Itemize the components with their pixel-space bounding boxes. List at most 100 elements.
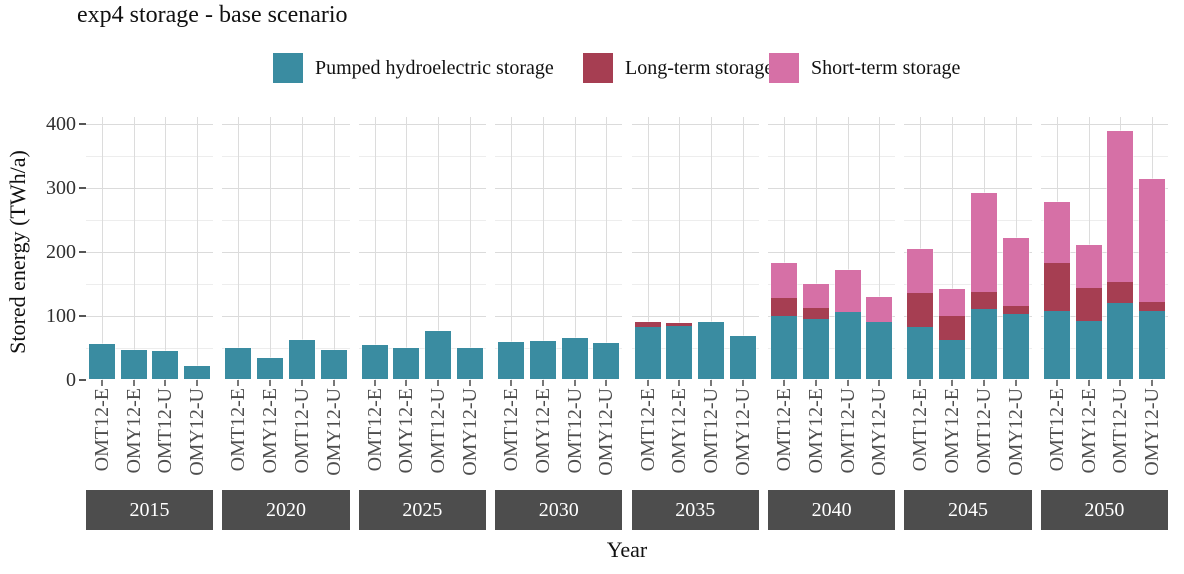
- bar-segment-pumped: [666, 325, 693, 379]
- x-tick-label: OMT12-U: [563, 388, 586, 474]
- gridline-h-major: [86, 124, 214, 125]
- facet-strip: 2040: [768, 490, 896, 530]
- gridline-h-minor: [768, 348, 896, 349]
- x-tick-mark: [919, 380, 922, 386]
- y-tick-label: 100: [46, 305, 76, 327]
- x-tick-label: OMY12-E: [259, 388, 282, 474]
- bar-segment-long-term: [802, 307, 829, 319]
- gridline-h-minor: [1040, 156, 1168, 157]
- bar-segment-pumped: [1107, 302, 1134, 379]
- x-tick-mark: [510, 380, 513, 386]
- gridline-v: [438, 117, 440, 380]
- gridline-h-minor: [904, 156, 1032, 157]
- bar-segment-pumped: [834, 311, 861, 379]
- facet-strip: 2020: [222, 490, 350, 530]
- x-tick-label: OMT12-E: [90, 388, 113, 472]
- gridline-h-major: [904, 124, 1032, 125]
- gridline-h-minor: [222, 348, 350, 349]
- gridline-h-major: [495, 252, 623, 253]
- x-tick-mark: [469, 380, 472, 386]
- gridline-h-minor: [631, 284, 759, 285]
- gridline-h-major: [631, 316, 759, 317]
- x-tick-label: OMY12-U: [595, 388, 618, 476]
- bar-segment-short-term: [1075, 245, 1102, 289]
- gridline-h-major: [768, 188, 896, 189]
- bar-segment-long-term: [1107, 281, 1134, 303]
- gridline-h-major: [358, 124, 486, 125]
- stacked-bar: [1106, 130, 1135, 380]
- facet-panel: [768, 117, 896, 380]
- gridline-h-minor: [222, 284, 350, 285]
- x-tick-label: OMY12-U: [322, 388, 345, 476]
- gridline-h-minor: [768, 284, 896, 285]
- bar-segment-short-term: [1107, 131, 1134, 282]
- chart-title: exp4 storage - base scenario: [77, 2, 348, 28]
- stacked-bar: [119, 349, 148, 380]
- gridline-h-major: [904, 316, 1032, 317]
- gridline-h-major: [495, 188, 623, 189]
- gridline-v: [238, 117, 240, 380]
- gridline-v: [574, 117, 576, 380]
- x-tick-mark: [646, 380, 649, 386]
- facet-strip: 2015: [86, 490, 214, 530]
- gridline-h-minor: [495, 220, 623, 221]
- gridline-h-minor: [86, 348, 214, 349]
- stacked-bar: [592, 342, 621, 380]
- facet-strip-year: 2025: [402, 498, 443, 521]
- gridline-v: [711, 117, 713, 380]
- bar-segment-short-term: [1002, 237, 1029, 307]
- gridline-h-major: [495, 316, 623, 317]
- x-tick-label: OMT12-E: [636, 388, 659, 472]
- bar-segment-long-term: [1075, 288, 1102, 321]
- x-tick-label: OMT12-U: [972, 388, 995, 474]
- facet-strip-year: 2035: [675, 498, 716, 521]
- bar-segment-long-term: [1002, 306, 1029, 314]
- bar-segment-pumped: [120, 350, 147, 379]
- stacked-bar: [769, 262, 798, 380]
- bar-segment-pumped: [729, 335, 756, 379]
- y-tick-label: 200: [46, 241, 76, 263]
- gridline-h-minor: [904, 348, 1032, 349]
- x-tick-mark: [100, 380, 103, 386]
- x-tick-mark: [269, 380, 272, 386]
- facet-strip-year: 2030: [538, 498, 579, 521]
- bar-segment-pumped: [225, 348, 252, 379]
- y-tick-label: 0: [66, 369, 76, 391]
- stacked-bar: [497, 340, 526, 380]
- y-tick-mark: [79, 123, 86, 125]
- stacked-bar: [1138, 178, 1167, 380]
- facet-strip-year: 2020: [265, 498, 306, 521]
- x-tick-label: OMY12-U: [1141, 388, 1164, 476]
- bar-segment-short-term: [802, 284, 829, 308]
- y-tick-label: 300: [46, 177, 76, 199]
- gridline-h-minor: [495, 348, 623, 349]
- facet-panel: [86, 117, 214, 380]
- gridline-h-major: [495, 124, 623, 125]
- gridline-h-minor: [768, 220, 896, 221]
- stacked-bar: [256, 356, 285, 380]
- x-tick-label: OMY12-U: [731, 388, 754, 476]
- bar-segment-pumped: [907, 327, 934, 379]
- gridline-h-major: [222, 252, 350, 253]
- facet-panel: [631, 117, 759, 380]
- stacked-bar: [319, 349, 348, 380]
- x-tick-label: OMT12-E: [500, 388, 523, 472]
- x-tick-label: OMT12-E: [909, 388, 932, 472]
- gridline-h-minor: [904, 220, 1032, 221]
- bar-segment-pumped: [939, 340, 966, 379]
- bar-segment-pumped: [634, 327, 661, 379]
- bar-segment-short-term: [970, 193, 997, 292]
- x-tick-mark: [814, 380, 817, 386]
- x-tick-label: OMY12-E: [531, 388, 554, 474]
- bar-segment-pumped: [152, 350, 179, 379]
- stacked-bar: [528, 339, 557, 380]
- legend-item-pumped: Pumped hydroelectric storage: [273, 53, 554, 83]
- bar-segment-pumped: [498, 341, 525, 379]
- gridline-v: [270, 117, 272, 380]
- x-tick-mark: [300, 380, 303, 386]
- stacked-bar: [1042, 200, 1071, 380]
- bar-segment-pumped: [770, 316, 797, 379]
- bar-segment-pumped: [288, 340, 315, 379]
- facet-strip-year: 2050: [1084, 498, 1125, 521]
